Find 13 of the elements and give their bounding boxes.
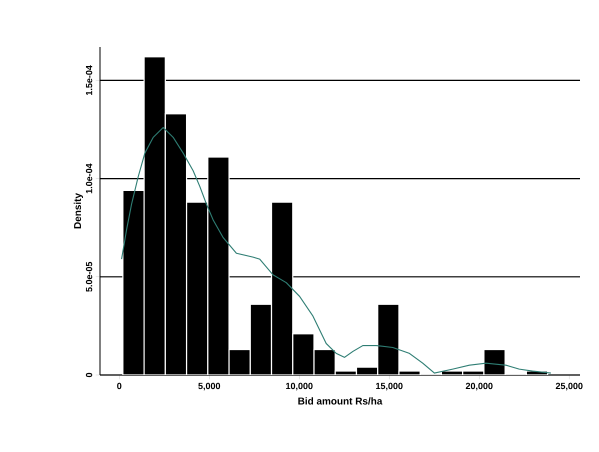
- y-tick-label: 1.0e-04: [86, 163, 92, 194]
- x-tick-label: 25,000: [556, 382, 583, 390]
- x-tick-label: 10,000: [286, 382, 313, 390]
- x-tick-label: 0: [117, 382, 122, 390]
- y-tick-label: 0: [86, 372, 92, 378]
- y-tick-label: 5.0e-05: [86, 262, 92, 292]
- y-axis-title: Density: [74, 193, 84, 228]
- x-tick-label: 20,000: [466, 382, 493, 390]
- line-series: [121, 126, 552, 374]
- y-tick-label: 1.5e-04: [86, 65, 92, 96]
- x-tick-label: 15,000: [376, 382, 403, 390]
- x-tick-label: 5,000: [198, 382, 220, 390]
- x-axis-title: Bid amount Rs/ha: [298, 397, 382, 405]
